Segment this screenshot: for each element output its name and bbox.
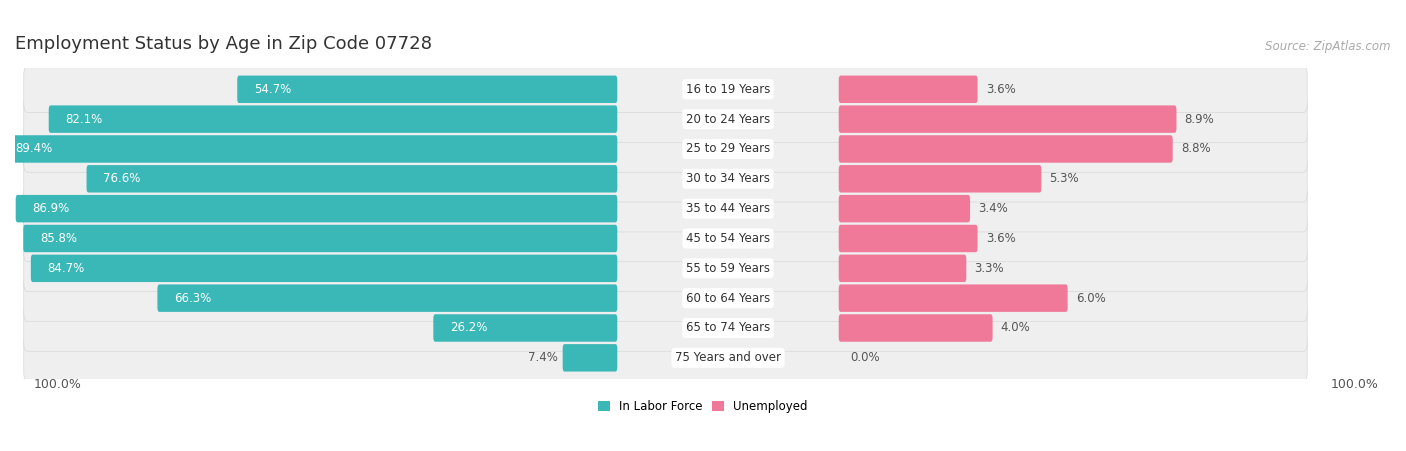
FancyBboxPatch shape (562, 344, 617, 372)
Text: 3.3%: 3.3% (974, 262, 1004, 275)
Text: 82.1%: 82.1% (66, 113, 103, 126)
FancyBboxPatch shape (24, 245, 1308, 292)
Text: 20 to 24 Years: 20 to 24 Years (686, 113, 770, 126)
Text: 55 to 59 Years: 55 to 59 Years (686, 262, 770, 275)
FancyBboxPatch shape (0, 135, 617, 163)
FancyBboxPatch shape (839, 76, 977, 103)
Legend: In Labor Force, Unemployed: In Labor Force, Unemployed (598, 400, 808, 413)
FancyBboxPatch shape (87, 165, 617, 193)
Text: 16 to 19 Years: 16 to 19 Years (686, 83, 770, 96)
Text: 89.4%: 89.4% (15, 143, 52, 156)
Text: 4.0%: 4.0% (1001, 322, 1031, 335)
Text: 6.0%: 6.0% (1076, 292, 1105, 305)
FancyBboxPatch shape (49, 106, 617, 133)
FancyBboxPatch shape (24, 225, 617, 252)
FancyBboxPatch shape (24, 275, 1308, 322)
FancyBboxPatch shape (24, 156, 1308, 202)
Text: 8.9%: 8.9% (1185, 113, 1215, 126)
FancyBboxPatch shape (15, 195, 617, 222)
Text: 85.8%: 85.8% (41, 232, 77, 245)
FancyBboxPatch shape (24, 96, 1308, 143)
Text: 7.4%: 7.4% (529, 351, 558, 364)
FancyBboxPatch shape (839, 106, 1177, 133)
FancyBboxPatch shape (839, 314, 993, 342)
Text: 3.6%: 3.6% (986, 83, 1015, 96)
Text: 30 to 34 Years: 30 to 34 Years (686, 172, 770, 185)
Text: 45 to 54 Years: 45 to 54 Years (686, 232, 770, 245)
Text: 86.9%: 86.9% (32, 202, 70, 215)
Text: Employment Status by Age in Zip Code 07728: Employment Status by Age in Zip Code 077… (15, 35, 432, 53)
FancyBboxPatch shape (839, 195, 970, 222)
Text: 100.0%: 100.0% (34, 378, 82, 391)
FancyBboxPatch shape (839, 255, 966, 282)
FancyBboxPatch shape (839, 165, 1042, 193)
Text: 75 Years and over: 75 Years and over (675, 351, 780, 364)
FancyBboxPatch shape (24, 215, 1308, 262)
Text: 3.6%: 3.6% (986, 232, 1015, 245)
Text: 5.3%: 5.3% (1049, 172, 1080, 185)
FancyBboxPatch shape (24, 185, 1308, 232)
FancyBboxPatch shape (839, 285, 1067, 312)
FancyBboxPatch shape (238, 76, 617, 103)
Text: 60 to 64 Years: 60 to 64 Years (686, 292, 770, 305)
Text: 26.2%: 26.2% (450, 322, 488, 335)
Text: 84.7%: 84.7% (48, 262, 84, 275)
FancyBboxPatch shape (24, 66, 1308, 113)
FancyBboxPatch shape (839, 225, 977, 252)
FancyBboxPatch shape (157, 285, 617, 312)
Text: 3.4%: 3.4% (979, 202, 1008, 215)
FancyBboxPatch shape (24, 305, 1308, 351)
Text: 65 to 74 Years: 65 to 74 Years (686, 322, 770, 335)
FancyBboxPatch shape (839, 135, 1173, 163)
Text: 54.7%: 54.7% (254, 83, 291, 96)
Text: 100.0%: 100.0% (1330, 378, 1378, 391)
Text: 35 to 44 Years: 35 to 44 Years (686, 202, 770, 215)
Text: 66.3%: 66.3% (174, 292, 211, 305)
Text: 0.0%: 0.0% (851, 351, 880, 364)
FancyBboxPatch shape (24, 335, 1308, 381)
Text: Source: ZipAtlas.com: Source: ZipAtlas.com (1265, 40, 1391, 53)
Text: 76.6%: 76.6% (104, 172, 141, 185)
FancyBboxPatch shape (31, 255, 617, 282)
FancyBboxPatch shape (24, 126, 1308, 172)
Text: 8.8%: 8.8% (1181, 143, 1211, 156)
Text: 25 to 29 Years: 25 to 29 Years (686, 143, 770, 156)
FancyBboxPatch shape (433, 314, 617, 342)
